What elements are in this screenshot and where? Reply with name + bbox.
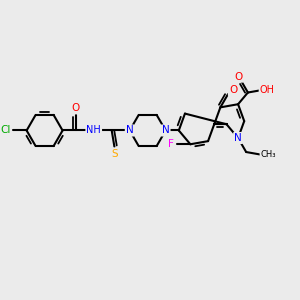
Text: N: N: [234, 133, 242, 143]
Text: N: N: [162, 125, 170, 136]
Text: N: N: [126, 125, 134, 136]
Text: OH: OH: [260, 85, 275, 95]
Text: O: O: [235, 72, 243, 82]
Text: F: F: [168, 139, 174, 149]
Text: Cl: Cl: [1, 125, 11, 136]
Text: NH: NH: [86, 125, 101, 136]
Text: CH₃: CH₃: [260, 150, 276, 159]
Text: O: O: [229, 85, 237, 95]
Text: O: O: [72, 103, 80, 113]
Text: S: S: [111, 149, 118, 159]
